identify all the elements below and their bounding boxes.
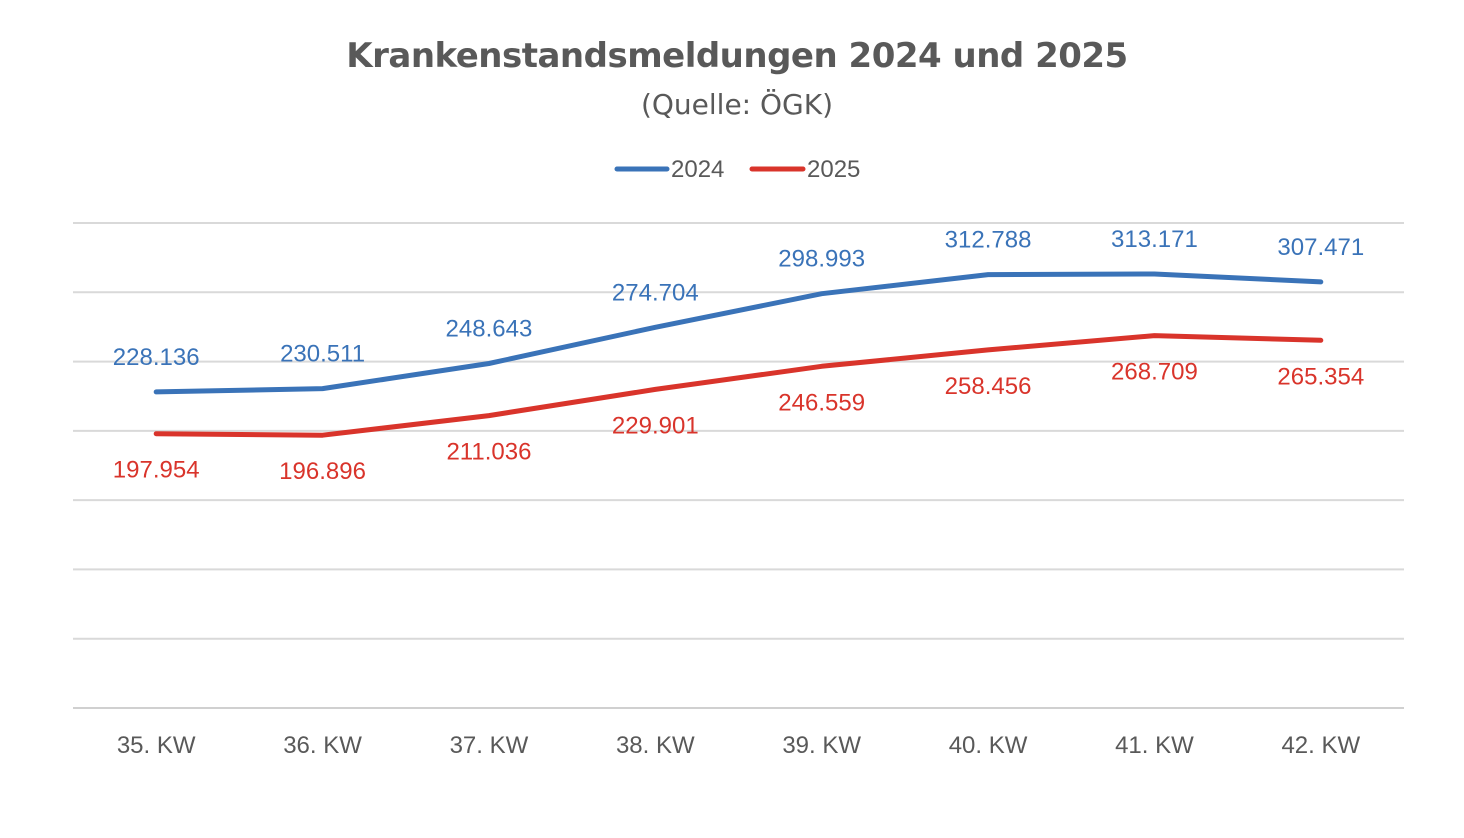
- x-tick-label: 35. KW: [117, 732, 196, 759]
- data-label-2025: 268.709: [1111, 359, 1198, 386]
- data-label-2024: 313.171: [1111, 226, 1198, 253]
- data-label-2024: 307.471: [1277, 234, 1364, 261]
- data-label-2024: 230.511: [280, 341, 365, 368]
- x-tick-label: 40. KW: [949, 732, 1028, 759]
- data-label-2024: 298.993: [778, 246, 865, 273]
- data-label-2025: 196.896: [279, 458, 366, 485]
- data-label-2025: 197.954: [113, 457, 200, 484]
- series-line-2024: [153, 271, 1324, 395]
- data-label-2025: 258.456: [945, 373, 1032, 400]
- data-label-2025: 211.036: [446, 439, 531, 466]
- data-label-2025: 229.901: [612, 412, 699, 439]
- data-label-2025: 246.559: [778, 389, 865, 416]
- data-label-2024: 228.136: [113, 344, 200, 371]
- data-label-2024: 248.643: [446, 315, 533, 342]
- data-label-2025: 265.354: [1277, 363, 1364, 390]
- x-tick-label: 41. KW: [1115, 732, 1194, 759]
- legend-label-2024: 2024: [671, 156, 724, 183]
- data-label-2024: 274.704: [612, 279, 699, 306]
- x-tick-label: 39. KW: [782, 732, 861, 759]
- data-label-2024: 312.788: [945, 227, 1032, 254]
- legend-label-2025: 2025: [807, 156, 860, 183]
- series-line-2025: [153, 333, 1324, 438]
- x-tick-label: 37. KW: [450, 732, 529, 759]
- x-tick-label: 38. KW: [616, 732, 695, 759]
- x-tick-label: 42. KW: [1281, 732, 1360, 759]
- chart-title: Krankenstandsmeldungen 2024 und 2025: [346, 36, 1128, 76]
- x-tick-label: 36. KW: [283, 732, 362, 759]
- chart-subtitle: (Quelle: ÖGK): [640, 88, 834, 121]
